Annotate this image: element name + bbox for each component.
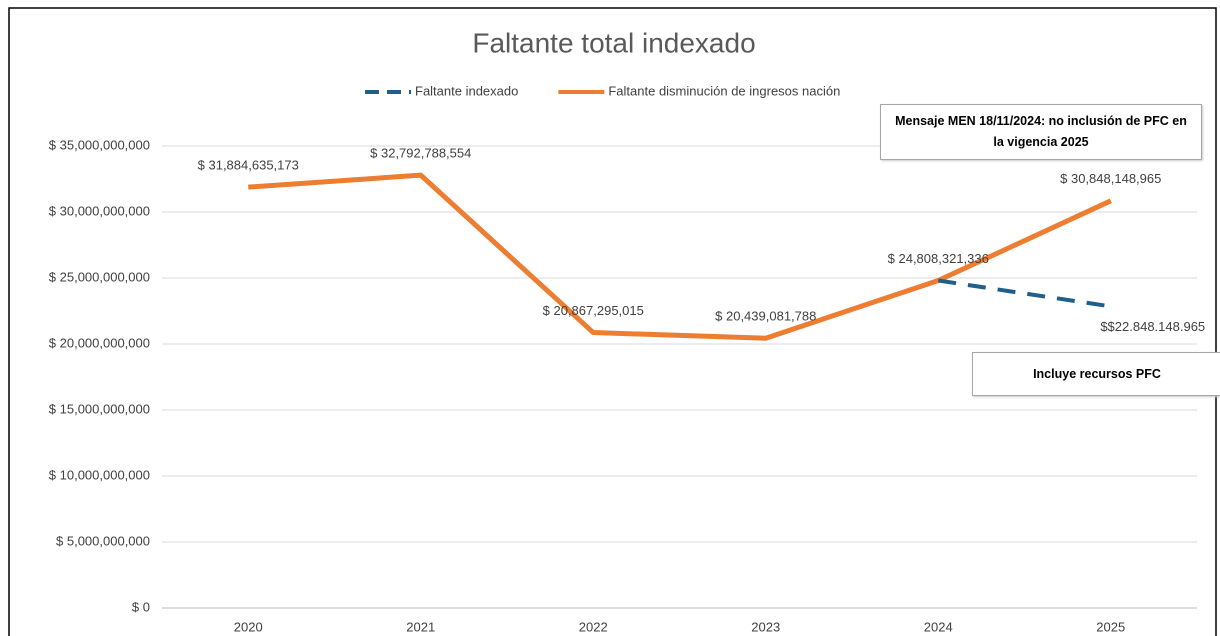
y-tick-label: $ 35,000,000,000 [49,137,150,152]
y-tick-label: $ 25,000,000,000 [49,269,150,284]
legend-label: Faltante indexado [415,83,518,98]
legend-label: Faltante disminución de ingresos nación [608,83,840,98]
y-tick-label: $ 0 [132,599,150,614]
data-label: $ 31,884,635,173 [198,158,299,173]
data-label: $ 20,867,295,015 [543,303,644,318]
x-tick-label: 2024 [924,619,953,634]
series-line [248,172,1112,341]
y-tick-label: $ 20,000,000,000 [49,335,150,350]
data-label: $ 20,439,081,788 [715,309,816,324]
x-tick-label: 2021 [406,619,435,634]
x-tick-label: 2022 [579,619,608,634]
y-tick-label: $ 30,000,000,000 [49,203,150,218]
data-label: $ 32,792,788,554 [370,146,471,161]
y-tick-label: $ 5,000,000,000 [56,533,150,548]
x-tick-label: 2023 [751,619,780,634]
data-label: $ 30,848,148,965 [1060,171,1161,186]
chart-title: Faltante total indexado [472,27,755,58]
x-tick-label: 2020 [234,619,263,634]
series-line [937,278,1112,309]
annotation: Incluye recursos PFC [972,352,1220,396]
annotation: Mensaje MEN 18/11/2024: no inclusión de … [880,104,1202,160]
y-tick-label: $ 15,000,000,000 [49,401,150,416]
frame [8,7,1217,636]
data-label: $ 24,808,321,336 [888,251,989,266]
x-tick-label: 2025 [1096,619,1125,634]
y-tick-label: $ 10,000,000,000 [49,467,150,482]
data-label: $$22.848.148.965 [1100,319,1205,334]
